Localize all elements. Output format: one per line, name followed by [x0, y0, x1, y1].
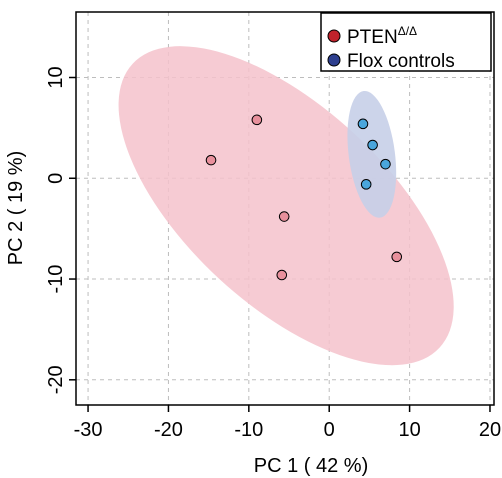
y-tick-label: -20	[45, 365, 67, 394]
legend-label-flox-controls: Flox controls	[347, 51, 455, 72]
point-flox-controls	[380, 158, 391, 170]
legend: PTENΔ/Δ Flox controls	[320, 12, 492, 72]
point-flox-controls	[367, 139, 378, 151]
y-tick-label: 0	[45, 173, 67, 184]
legend-label-pten-main: PTEN	[347, 27, 398, 48]
legend-marker-flox-controls	[327, 53, 341, 67]
y-tick-label: 10	[45, 66, 67, 88]
point-pten	[278, 211, 290, 222]
point-pten	[205, 154, 217, 166]
y-axis-label: PC 2 ( 19 %)	[5, 151, 27, 265]
point-pten	[251, 114, 263, 126]
x-axis-label: PC 1 ( 42 %)	[254, 455, 368, 477]
y-tick-label: -10	[45, 265, 67, 294]
x-tick-label: 10	[398, 419, 420, 441]
x-tick-label: -20	[154, 419, 183, 441]
point-flox-controls	[360, 179, 372, 190]
legend-marker-pten	[327, 29, 341, 43]
plot-frame	[75, 11, 495, 406]
x-axis: -30 -20 -10 0 10 20	[74, 405, 501, 441]
x-tick-label: 0	[324, 419, 335, 441]
data-points	[205, 114, 403, 281]
x-tick-label: -30	[74, 419, 103, 441]
y-axis: -20 -10 0 10	[45, 66, 76, 394]
legend-label-pten-superscript: Δ/Δ	[398, 24, 417, 38]
legend-box	[320, 12, 492, 72]
point-pten	[276, 269, 288, 281]
point-pten	[391, 251, 403, 263]
legend-label-pten: PTENΔ/Δ	[347, 24, 417, 48]
point-flox-controls	[357, 118, 369, 130]
x-tick-label: 20	[479, 419, 501, 441]
x-tick-label: -10	[234, 419, 263, 441]
ellipse-pten	[118, 46, 454, 366]
